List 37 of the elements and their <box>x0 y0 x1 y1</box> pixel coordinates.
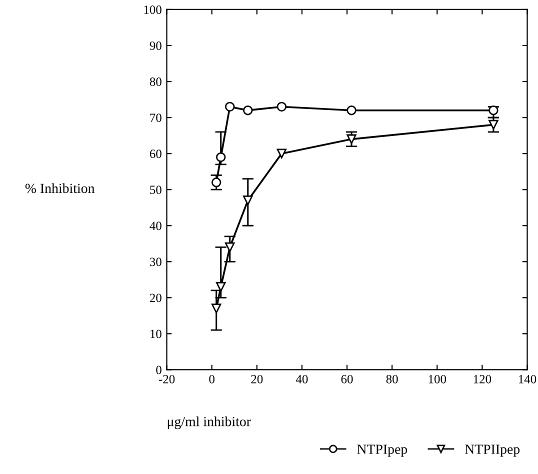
point <box>276 102 287 112</box>
legend-label: NTPIpep <box>357 444 408 457</box>
y-tick-label: 60 <box>150 150 162 158</box>
x-tick-label: 140 <box>518 374 536 384</box>
y-tick-label: 80 <box>150 78 162 86</box>
y-tick-label: 30 <box>150 258 162 266</box>
point <box>243 105 253 116</box>
y-tick-label: 0 <box>156 366 162 374</box>
x-tick-label: -20 <box>158 374 175 384</box>
point <box>488 105 498 116</box>
point <box>225 242 235 252</box>
x-tick-label: 120 <box>474 374 492 384</box>
y-tick-label: 100 <box>144 6 162 14</box>
x-tick-label: 100 <box>428 374 446 384</box>
point <box>346 134 356 144</box>
y-tick-label: 10 <box>150 330 162 338</box>
point <box>346 105 356 116</box>
point <box>211 178 222 188</box>
y-tick-label: 90 <box>150 42 162 50</box>
point <box>211 304 222 314</box>
y-tick-label: 40 <box>150 222 162 230</box>
x-tick-label: 20 <box>251 374 263 384</box>
point <box>225 102 235 112</box>
x-tick-label: 60 <box>341 374 353 384</box>
x-tick-label: 0 <box>209 374 214 384</box>
y-axis-title: % Inhibition <box>25 183 95 194</box>
y-tick-label: 70 <box>150 114 162 122</box>
x-tick-label: 80 <box>386 374 398 384</box>
x-axis-title: μg/ml inhibitor <box>168 416 251 430</box>
legend-label: NTPIIpep <box>464 444 520 457</box>
point <box>243 196 253 206</box>
y-tick-label: 50 <box>150 186 162 194</box>
point <box>276 148 287 158</box>
y-tick-label: 20 <box>150 294 162 302</box>
point <box>216 282 226 292</box>
x-tick-label: 40 <box>296 374 308 384</box>
point <box>216 152 226 162</box>
